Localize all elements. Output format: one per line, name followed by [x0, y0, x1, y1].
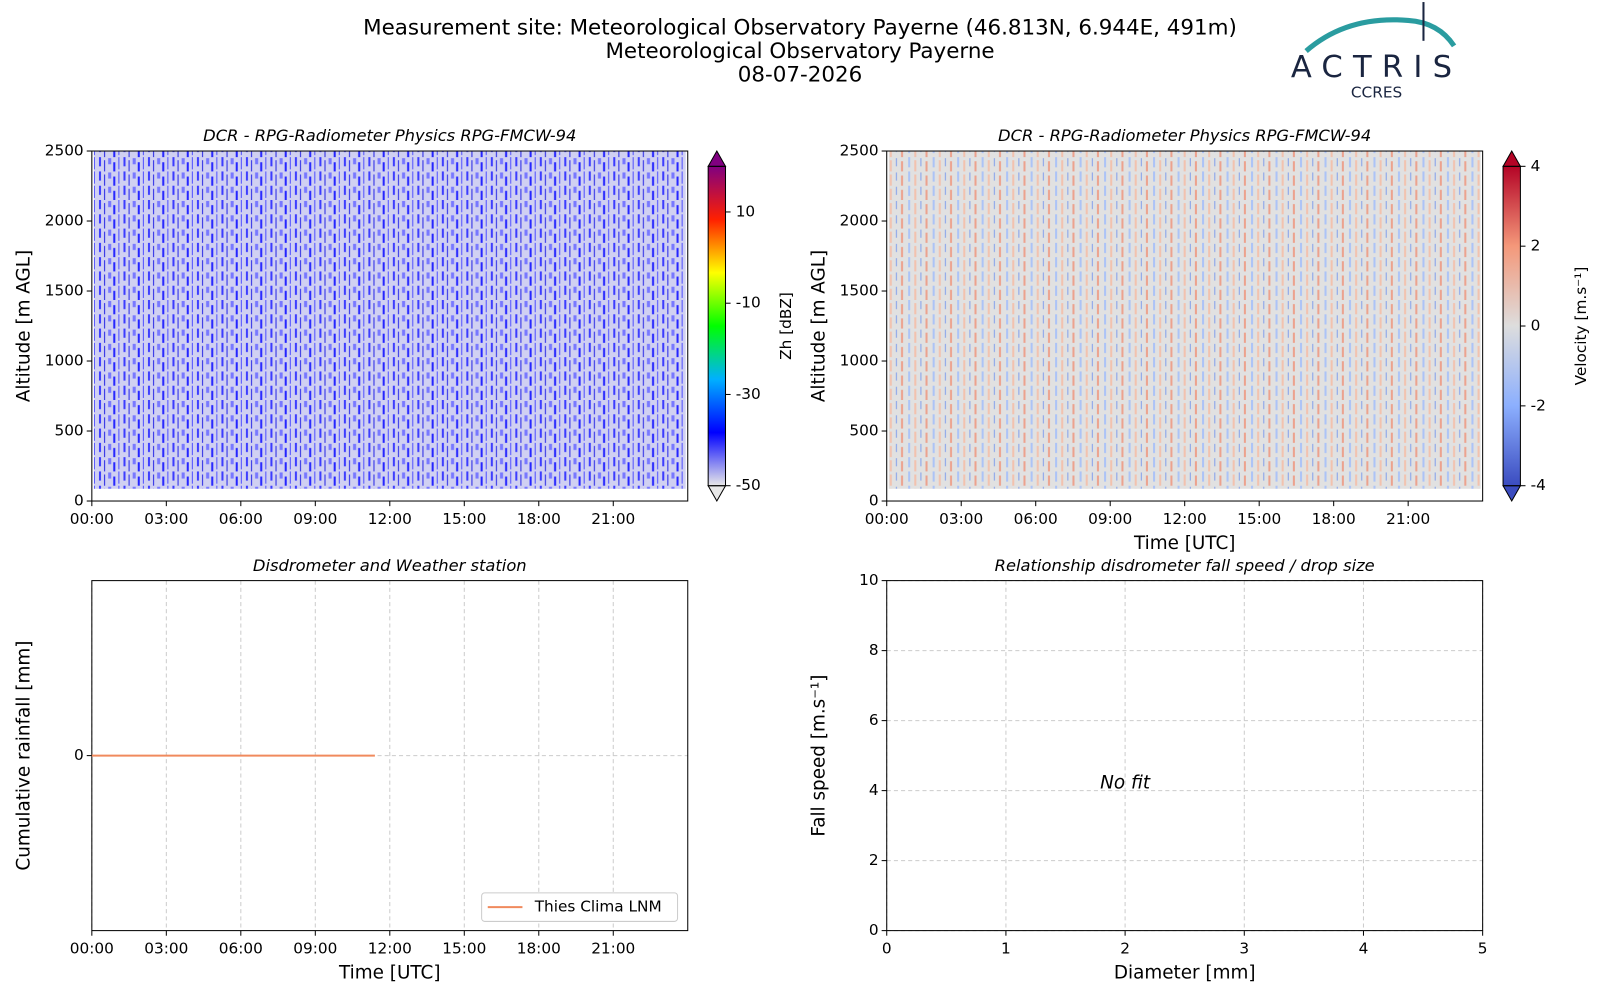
colorbar-tick-label: 0: [1531, 317, 1541, 335]
legend-box: [481, 892, 679, 922]
radar-image: [888, 151, 1481, 489]
colorbar-tick-label: 4: [1531, 157, 1541, 175]
x-tick-label: 12:00: [368, 939, 412, 957]
x-tick-label: 21:00: [591, 510, 635, 528]
logo-subtext: CCRES: [1351, 83, 1402, 101]
colorbar: [1503, 166, 1521, 486]
panel-title: Disdrometer and Weather station: [253, 556, 527, 575]
panel-title: Relationship disdrometer fall speed / dr…: [995, 556, 1375, 575]
x-tick-label: 1: [1001, 939, 1011, 957]
y-tick-label: 10: [859, 571, 878, 589]
colorbar-tick-label: 10: [736, 202, 755, 220]
panel-title: DCR - RPG-Radiometer Physics RPG-FMCW-94: [203, 126, 576, 145]
logo: ACTRIS CCRES: [1291, 2, 1462, 101]
header: Measurement site: Meteorological Observa…: [363, 16, 1237, 88]
x-tick-label: 09:00: [293, 510, 337, 528]
x-tick-label: 00:00: [70, 510, 114, 528]
y-tick-label: 0: [869, 492, 879, 510]
plot-frame: [886, 580, 1484, 932]
x-tick-label: 03:00: [939, 510, 983, 528]
y-tick-label: 2500: [840, 142, 879, 160]
radar-image: [93, 151, 686, 489]
y-tick-label: 0: [74, 492, 84, 510]
colorbar-tick-label: 2: [1531, 237, 1541, 255]
y-tick-label: 1500: [45, 282, 84, 300]
x-tick-label: 00:00: [865, 510, 909, 528]
x-tick-label: 18:00: [1312, 510, 1356, 528]
x-tick-label: 18:00: [517, 510, 561, 528]
y-tick-label: 0: [869, 921, 879, 939]
y-tick-label: 6: [869, 711, 879, 729]
x-tick-label: 15:00: [442, 510, 486, 528]
colorbar-extend: [1502, 149, 1522, 167]
x-axis-label: Time [UTC]: [338, 962, 441, 983]
y-axis-label: Fall speed [m.s⁻¹]: [808, 675, 829, 837]
x-tick-label: 09:00: [293, 939, 337, 957]
colorbar-label: Zh [dBZ]: [777, 292, 795, 360]
colorbar-tick-label: -50: [736, 476, 761, 494]
colorbar-extend: [707, 149, 727, 167]
x-tick-label: 00:00: [70, 939, 114, 957]
panel-title: DCR - RPG-Radiometer Physics RPG-FMCW-94: [998, 126, 1371, 145]
panel: Relationship disdrometer fall speed / dr…: [808, 556, 1487, 984]
y-tick-label: 1000: [45, 352, 84, 370]
x-tick-label: 15:00: [442, 939, 486, 957]
x-tick-label: 06:00: [219, 939, 263, 957]
x-tick-label: 03:00: [144, 939, 188, 957]
colorbar-tick-label: -4: [1531, 476, 1546, 494]
panel: DCR - RPG-Radiometer Physics RPG-FMCW-94…: [808, 126, 1590, 554]
header-title: Meteorological Observatory Payerne: [605, 39, 994, 64]
colorbar-tick-label: -2: [1531, 396, 1546, 414]
header-title: Measurement site: Meteorological Observa…: [363, 16, 1237, 41]
x-tick-label: 12:00: [1163, 510, 1207, 528]
plot-frame: [886, 150, 1484, 502]
y-tick-label: 1000: [840, 352, 879, 370]
colorbar-label: Velocity [m.s⁻¹]: [1572, 267, 1590, 386]
x-tick-label: 09:00: [1088, 510, 1132, 528]
y-tick-label: 500: [849, 422, 878, 440]
y-axis-label: Altitude [m AGL]: [13, 250, 34, 402]
x-tick-label: 3: [1239, 939, 1249, 957]
x-axis-label: Time [UTC]: [1133, 533, 1235, 554]
x-tick-label: 2: [1120, 939, 1130, 957]
x-tick-label: 15:00: [1237, 510, 1281, 528]
y-tick-label: 2500: [45, 142, 84, 160]
y-axis-label: Cumulative rainfall [mm]: [13, 641, 34, 871]
colorbar-frame: [707, 165, 727, 487]
x-tick-label: 0: [882, 939, 892, 957]
y-axis-label: Altitude [m AGL]: [808, 250, 829, 402]
colorbar-tick-label: -30: [736, 385, 761, 403]
y-tick-label: 1500: [840, 282, 879, 300]
panel: DCR - RPG-Radiometer Physics RPG-FMCW-94…: [13, 126, 795, 528]
colorbar: [708, 166, 726, 486]
panel: Disdrometer and Weather station 00:00 03:0…: [13, 556, 689, 983]
y-tick-label: 2: [869, 851, 879, 869]
y-tick-label: 4: [869, 781, 879, 799]
x-tick-label: 06:00: [1014, 510, 1058, 528]
x-tick-label: 12:00: [368, 510, 412, 528]
x-axis-label: Diameter [mm]: [1114, 962, 1256, 983]
x-tick-label: 21:00: [1386, 510, 1430, 528]
plot-frame: [91, 150, 689, 502]
logo-arc: [1304, 17, 1457, 53]
x-tick-label: 18:00: [517, 939, 561, 957]
header-title: 08-07-2026: [738, 63, 862, 88]
logo-text: ACTRIS: [1291, 50, 1462, 85]
x-tick-label: 5: [1478, 939, 1488, 957]
colorbar-tick-label: -10: [736, 294, 761, 312]
y-tick-label: 500: [54, 422, 83, 440]
x-tick-label: 4: [1359, 939, 1369, 957]
x-tick-label: 03:00: [144, 510, 188, 528]
legend-label: Thies Clima LNM: [534, 898, 662, 916]
colorbar-extend: [707, 485, 727, 503]
y-tick-label: 2000: [45, 212, 84, 230]
y-tick-label: 8: [869, 641, 879, 659]
x-tick-label: 21:00: [591, 939, 635, 957]
colorbar-extend: [1502, 485, 1522, 503]
annotation: No fit: [1100, 773, 1151, 794]
y-tick-label: 2000: [840, 212, 879, 230]
x-tick-label: 06:00: [219, 510, 263, 528]
y-tick-label: 0: [74, 746, 84, 764]
